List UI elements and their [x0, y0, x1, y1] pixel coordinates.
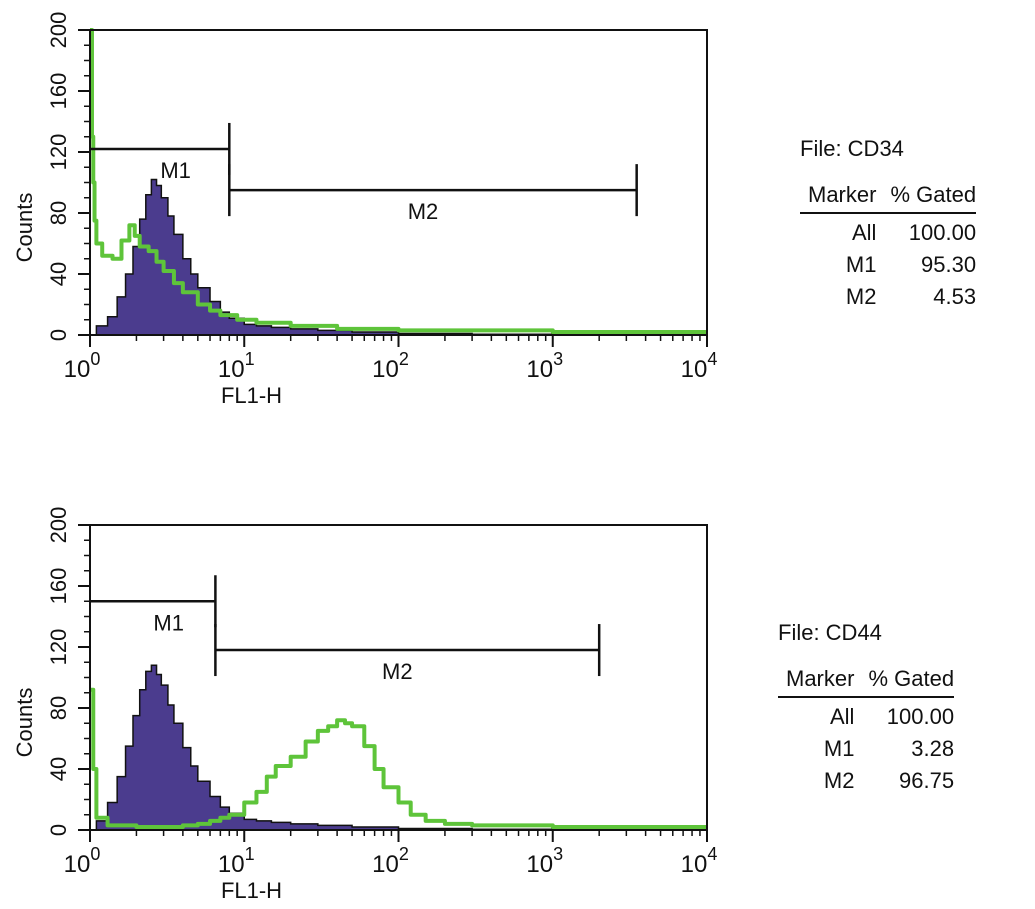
y-tick-label: 200 [46, 12, 71, 49]
x-tick-exponent: 2 [399, 844, 409, 864]
x-tick-label: 103 [526, 844, 563, 878]
x-axis-label: FL1-H [221, 383, 282, 408]
gate-marker-label: M2 [408, 199, 439, 224]
y-tick-label: 0 [46, 824, 71, 836]
x-tick-exponent: 2 [399, 349, 409, 369]
y-tick-label: 160 [46, 568, 71, 605]
column-header-marker: Marker [786, 666, 855, 691]
x-tick-exponent: 1 [245, 349, 255, 369]
filled-histogram-series [90, 178, 708, 336]
gated-cell: 3.28 [911, 736, 955, 761]
gated-cell: 96.75 [899, 768, 955, 793]
x-tick-exponent: 1 [245, 844, 255, 864]
stats-table-cd44: File: CD44 Marker % Gated All 100.00 M1 … [778, 620, 955, 794]
x-tick-label: 100 [64, 844, 101, 878]
x-tick-label: 103 [526, 349, 563, 383]
table-row: All 100.00 [800, 213, 976, 246]
y-tick-label: 160 [46, 73, 71, 110]
histogram-panel-cd34: 100 101 102 103 10404080120160200FL1-HCounts… [12, 12, 717, 408]
gated-cell: 95.30 [921, 252, 977, 277]
gated-cell: 4.53 [933, 284, 977, 309]
file-label: File: CD44 [778, 620, 882, 645]
marker-table: Marker % Gated All 100.00 M1 3.28 M2 96.… [778, 666, 955, 794]
y-axis-label: Counts [12, 688, 37, 758]
y-tick-label: 120 [46, 134, 71, 171]
y-tick-label: 80 [46, 201, 71, 225]
gated-cell: 100.00 [908, 220, 977, 245]
x-tick-label: 104 [681, 844, 718, 878]
column-header-marker: Marker [808, 182, 877, 207]
y-tick-label: 0 [46, 329, 71, 341]
marker-cell: M1 [845, 252, 877, 277]
filled-histogram-series [90, 664, 708, 831]
x-tick-exponent: 4 [707, 844, 717, 864]
y-tick-label: 200 [46, 507, 71, 544]
overlay-histogram-series [90, 687, 707, 829]
table-row: M1 95.30 [800, 246, 976, 278]
table-header-row: Marker % Gated [778, 666, 955, 697]
file-label: File: CD34 [800, 136, 904, 161]
y-axis-label: Counts [12, 193, 37, 263]
marker-cell: All [852, 220, 877, 245]
gate-marker-label: M2 [382, 659, 413, 684]
x-tick-exponent: 0 [90, 844, 100, 864]
marker-table: Marker % Gated All 100.00 M1 95.30 M2 4.… [800, 182, 977, 310]
table-row: All 100.00 [778, 697, 954, 730]
gated-cell: 100.00 [886, 704, 955, 729]
marker-cell: M2 [845, 284, 877, 309]
gate-marker-label: M1 [153, 610, 184, 635]
x-axis-label: FL1-H [221, 878, 282, 903]
column-header-gated: % Gated [868, 666, 955, 691]
gate-marker-label: M1 [160, 158, 191, 183]
y-tick-label: 120 [46, 629, 71, 666]
marker-cell: All [830, 704, 855, 729]
x-tick-label: 102 [372, 844, 409, 878]
x-tick-exponent: 4 [707, 349, 717, 369]
y-tick-label: 80 [46, 696, 71, 720]
table-header-row: Marker % Gated [800, 182, 977, 213]
x-tick-label: 101 [218, 349, 255, 383]
column-header-gated: % Gated [890, 182, 977, 207]
histogram-panel-cd44: 100 101 102 103 10404080120160200FL1-HCounts… [12, 507, 717, 903]
x-tick-exponent: 3 [553, 349, 563, 369]
x-tick-label: 104 [681, 349, 718, 383]
table-row: M1 3.28 [778, 730, 954, 762]
marker-cell: M2 [823, 768, 855, 793]
x-tick-label: 102 [372, 349, 409, 383]
overlay-histogram-series [89, 28, 707, 334]
table-row: M2 96.75 [778, 762, 954, 794]
stats-table-cd34: File: CD34 Marker % Gated All 100.00 M1 … [800, 136, 977, 310]
x-tick-exponent: 0 [90, 349, 100, 369]
table-row: M2 4.53 [800, 278, 976, 310]
x-tick-label: 100 [64, 349, 101, 383]
y-tick-label: 40 [46, 262, 71, 286]
marker-cell: M1 [823, 736, 855, 761]
y-tick-label: 40 [46, 757, 71, 781]
x-tick-exponent: 3 [553, 844, 563, 864]
x-tick-label: 101 [218, 844, 255, 878]
